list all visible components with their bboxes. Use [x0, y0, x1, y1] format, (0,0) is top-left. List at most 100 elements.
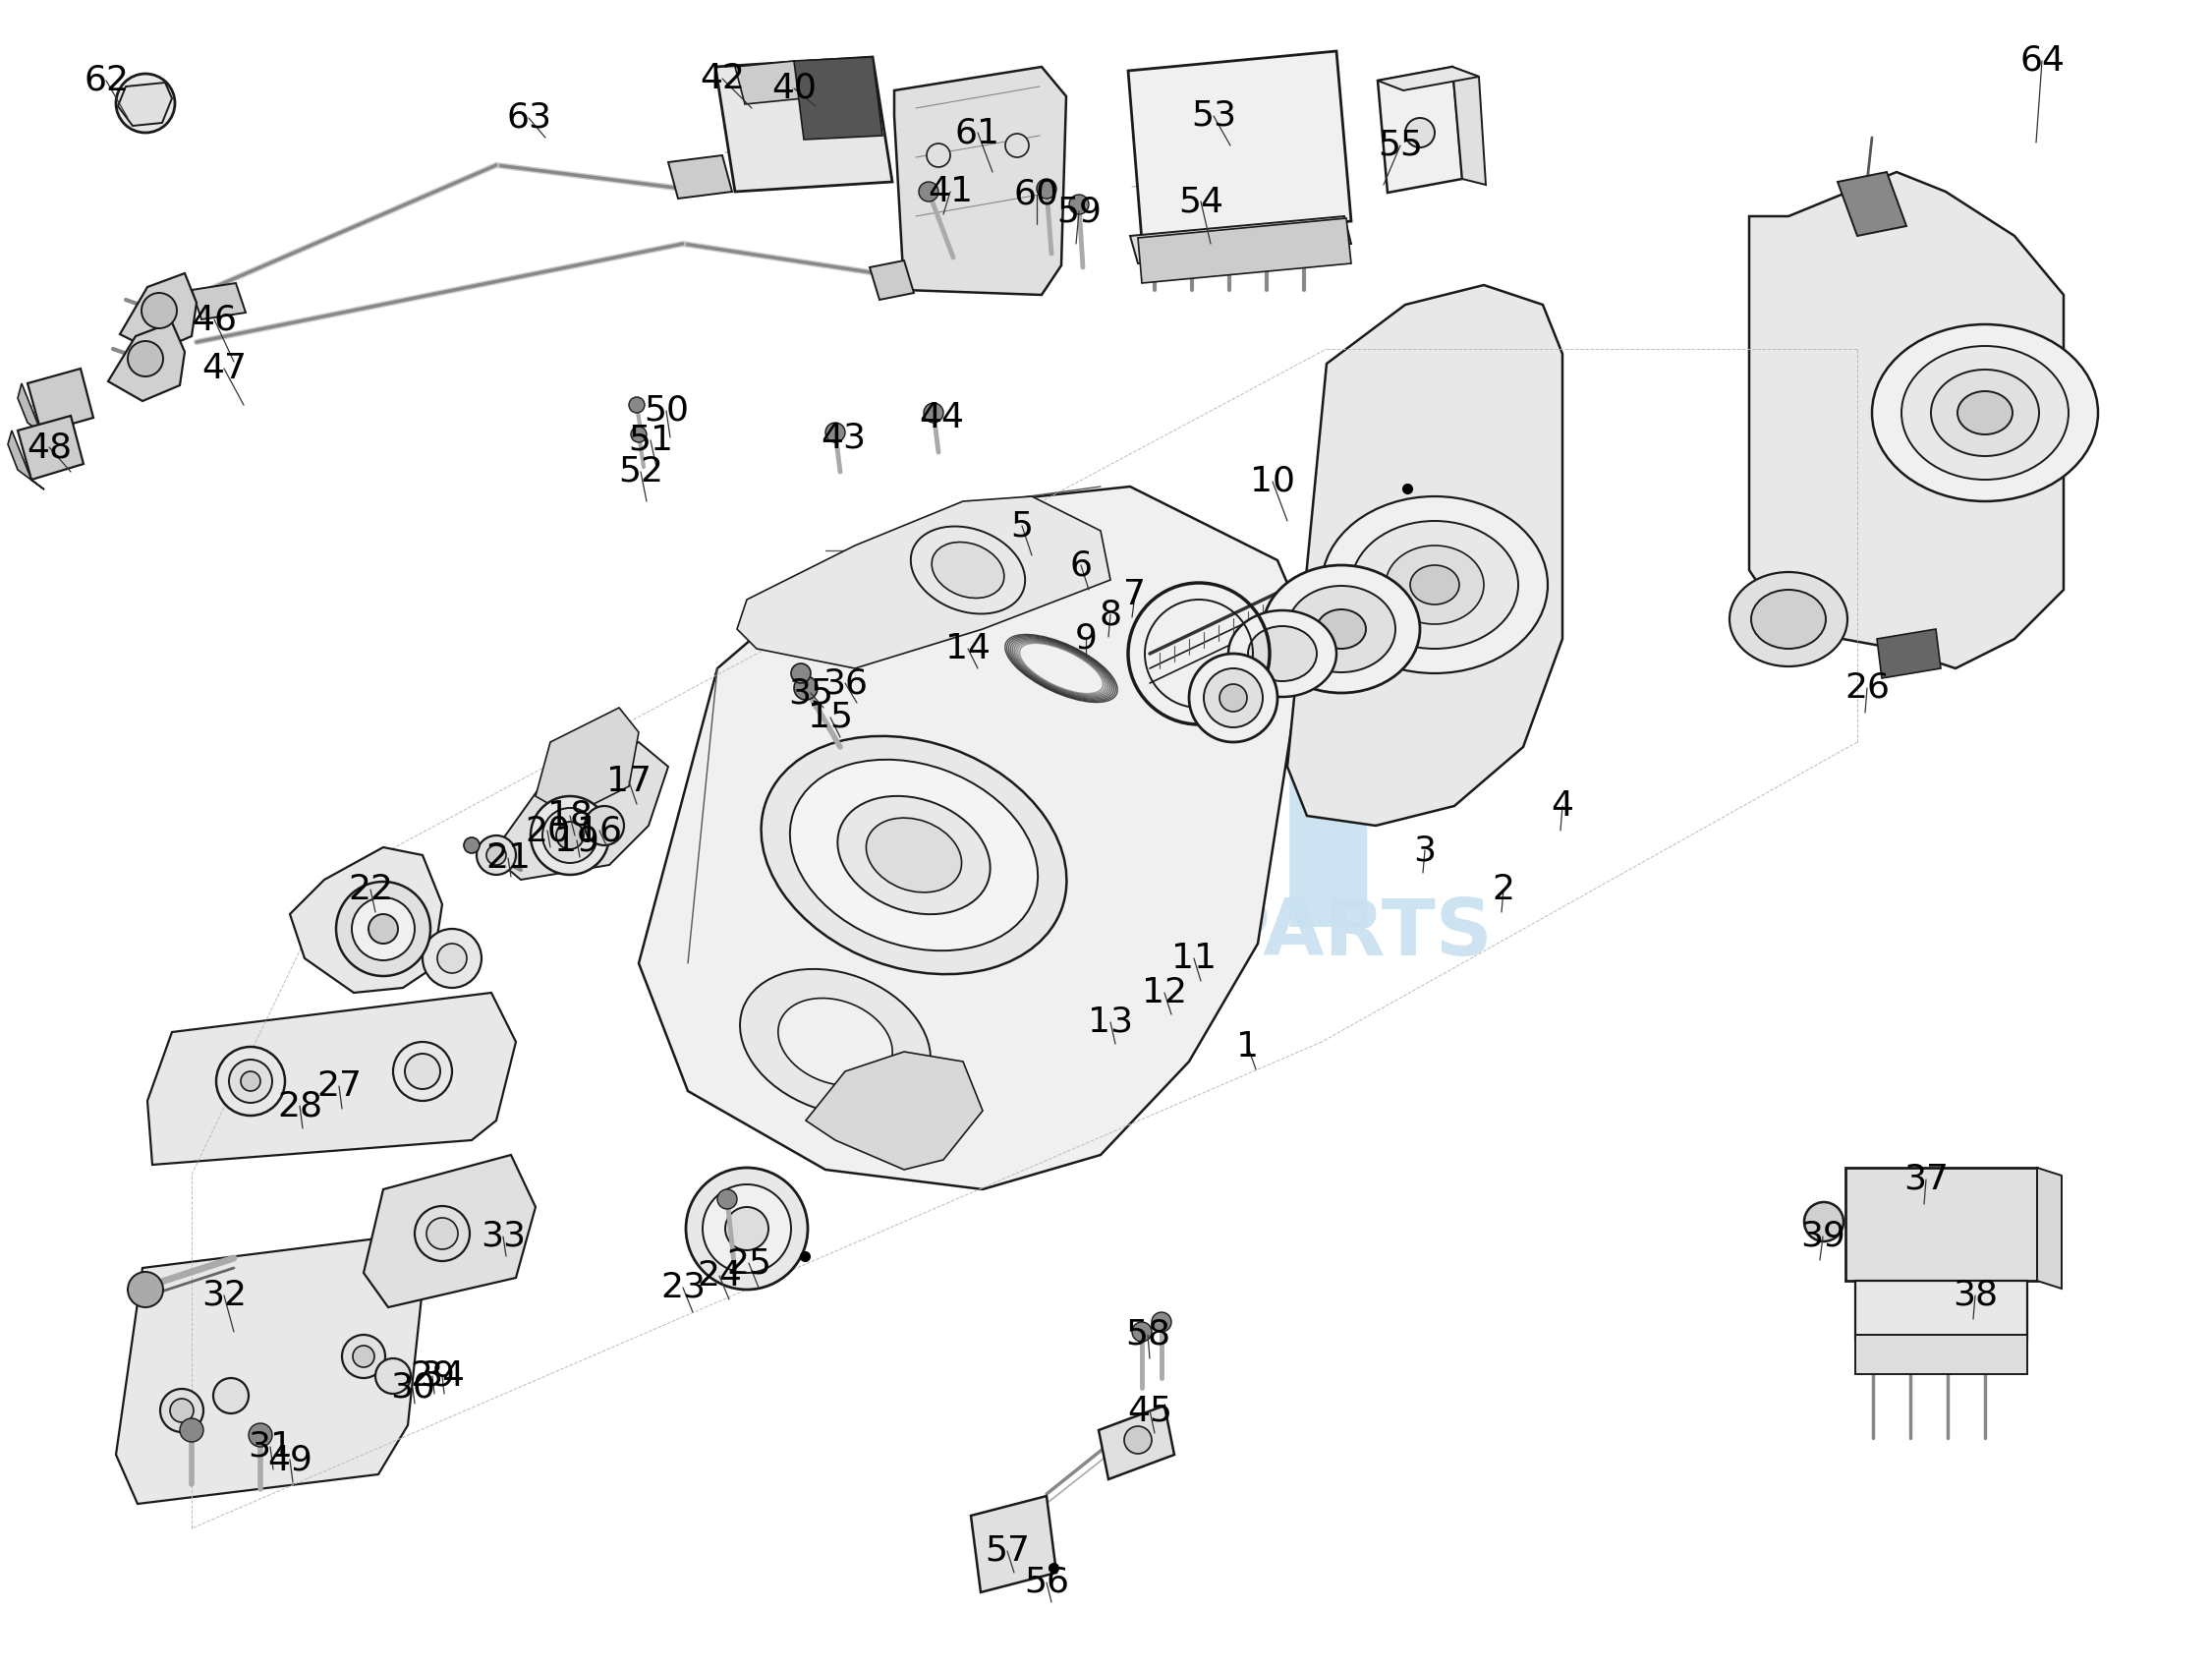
Text: 1: 1: [1237, 1031, 1259, 1064]
Polygon shape: [1137, 219, 1352, 284]
Polygon shape: [1128, 52, 1352, 240]
Circle shape: [142, 294, 177, 329]
Text: 17: 17: [606, 764, 653, 797]
Ellipse shape: [1352, 520, 1517, 649]
Polygon shape: [1856, 1334, 2026, 1374]
Circle shape: [438, 944, 467, 972]
Circle shape: [628, 397, 644, 412]
Circle shape: [531, 796, 608, 874]
Circle shape: [630, 427, 646, 442]
Polygon shape: [108, 322, 186, 400]
Circle shape: [1190, 654, 1279, 742]
Polygon shape: [1750, 172, 2064, 669]
Ellipse shape: [1385, 545, 1484, 624]
Text: 22: 22: [347, 872, 394, 906]
Circle shape: [1203, 669, 1263, 727]
Text: 36: 36: [823, 667, 867, 701]
Text: 4: 4: [1551, 789, 1573, 822]
Polygon shape: [290, 847, 442, 992]
Ellipse shape: [1730, 572, 1847, 667]
Polygon shape: [1130, 217, 1352, 264]
Polygon shape: [894, 67, 1066, 295]
Text: 25: 25: [726, 1246, 772, 1279]
Circle shape: [925, 404, 942, 422]
Circle shape: [128, 85, 164, 120]
Circle shape: [241, 1071, 261, 1091]
Text: 8: 8: [1099, 597, 1121, 631]
Circle shape: [584, 806, 624, 846]
Circle shape: [465, 837, 480, 852]
Text: 56: 56: [1024, 1566, 1068, 1600]
Circle shape: [726, 1208, 768, 1251]
Circle shape: [376, 1358, 411, 1394]
Text: 3: 3: [1413, 834, 1436, 867]
Circle shape: [825, 422, 845, 442]
Text: 11: 11: [1172, 942, 1217, 976]
Text: 16: 16: [577, 814, 622, 847]
Polygon shape: [869, 260, 914, 300]
Circle shape: [1004, 133, 1029, 157]
Polygon shape: [192, 284, 246, 320]
Ellipse shape: [741, 969, 931, 1114]
Polygon shape: [734, 62, 803, 103]
Polygon shape: [668, 155, 732, 198]
Text: 26: 26: [1845, 671, 1889, 706]
Text: 53: 53: [1190, 100, 1237, 133]
Polygon shape: [714, 57, 891, 192]
Polygon shape: [363, 1154, 535, 1308]
Polygon shape: [1856, 1281, 2026, 1339]
Text: 54: 54: [1179, 185, 1223, 219]
Circle shape: [717, 1189, 737, 1209]
Text: 49: 49: [268, 1443, 312, 1476]
Circle shape: [369, 914, 398, 944]
Text: 30: 30: [389, 1371, 436, 1404]
Text: 19: 19: [555, 824, 599, 857]
Circle shape: [212, 1378, 248, 1413]
Text: 50: 50: [644, 394, 688, 427]
Circle shape: [343, 1334, 385, 1378]
Polygon shape: [1287, 285, 1562, 826]
Polygon shape: [1838, 172, 1907, 235]
Text: 29: 29: [409, 1359, 456, 1393]
Polygon shape: [971, 1496, 1057, 1593]
Circle shape: [128, 1273, 164, 1308]
Circle shape: [1805, 1203, 1843, 1241]
Text: 9: 9: [1075, 622, 1097, 656]
Polygon shape: [2037, 1168, 2062, 1289]
Text: 58: 58: [1126, 1318, 1170, 1351]
Text: 47: 47: [201, 352, 248, 385]
Text: 33: 33: [480, 1219, 526, 1253]
Circle shape: [170, 1399, 195, 1423]
Circle shape: [179, 1418, 204, 1441]
Polygon shape: [1453, 67, 1486, 185]
Text: 43: 43: [821, 420, 865, 454]
Ellipse shape: [1323, 497, 1548, 674]
Polygon shape: [1845, 1168, 2037, 1281]
Ellipse shape: [1958, 392, 2013, 434]
Text: 24: 24: [697, 1259, 741, 1293]
Text: 45: 45: [1128, 1394, 1172, 1428]
Text: 21: 21: [484, 841, 531, 874]
Circle shape: [1405, 118, 1436, 147]
Text: 5: 5: [1011, 509, 1033, 542]
Circle shape: [115, 73, 175, 133]
Polygon shape: [805, 1053, 982, 1169]
Polygon shape: [794, 57, 883, 140]
Text: 35: 35: [787, 676, 834, 709]
Circle shape: [352, 1346, 374, 1368]
Ellipse shape: [1316, 609, 1367, 649]
Circle shape: [159, 1389, 204, 1433]
Circle shape: [128, 340, 164, 377]
Circle shape: [1219, 684, 1248, 712]
Polygon shape: [115, 1236, 422, 1505]
Polygon shape: [18, 384, 53, 442]
Ellipse shape: [1409, 565, 1460, 604]
Text: 39: 39: [1801, 1219, 1845, 1253]
Ellipse shape: [1871, 324, 2097, 502]
Circle shape: [1124, 1426, 1152, 1454]
Ellipse shape: [867, 817, 962, 892]
Text: 20: 20: [524, 814, 571, 847]
Circle shape: [476, 836, 515, 874]
Text: 64: 64: [2020, 45, 2064, 78]
Circle shape: [703, 1184, 792, 1273]
